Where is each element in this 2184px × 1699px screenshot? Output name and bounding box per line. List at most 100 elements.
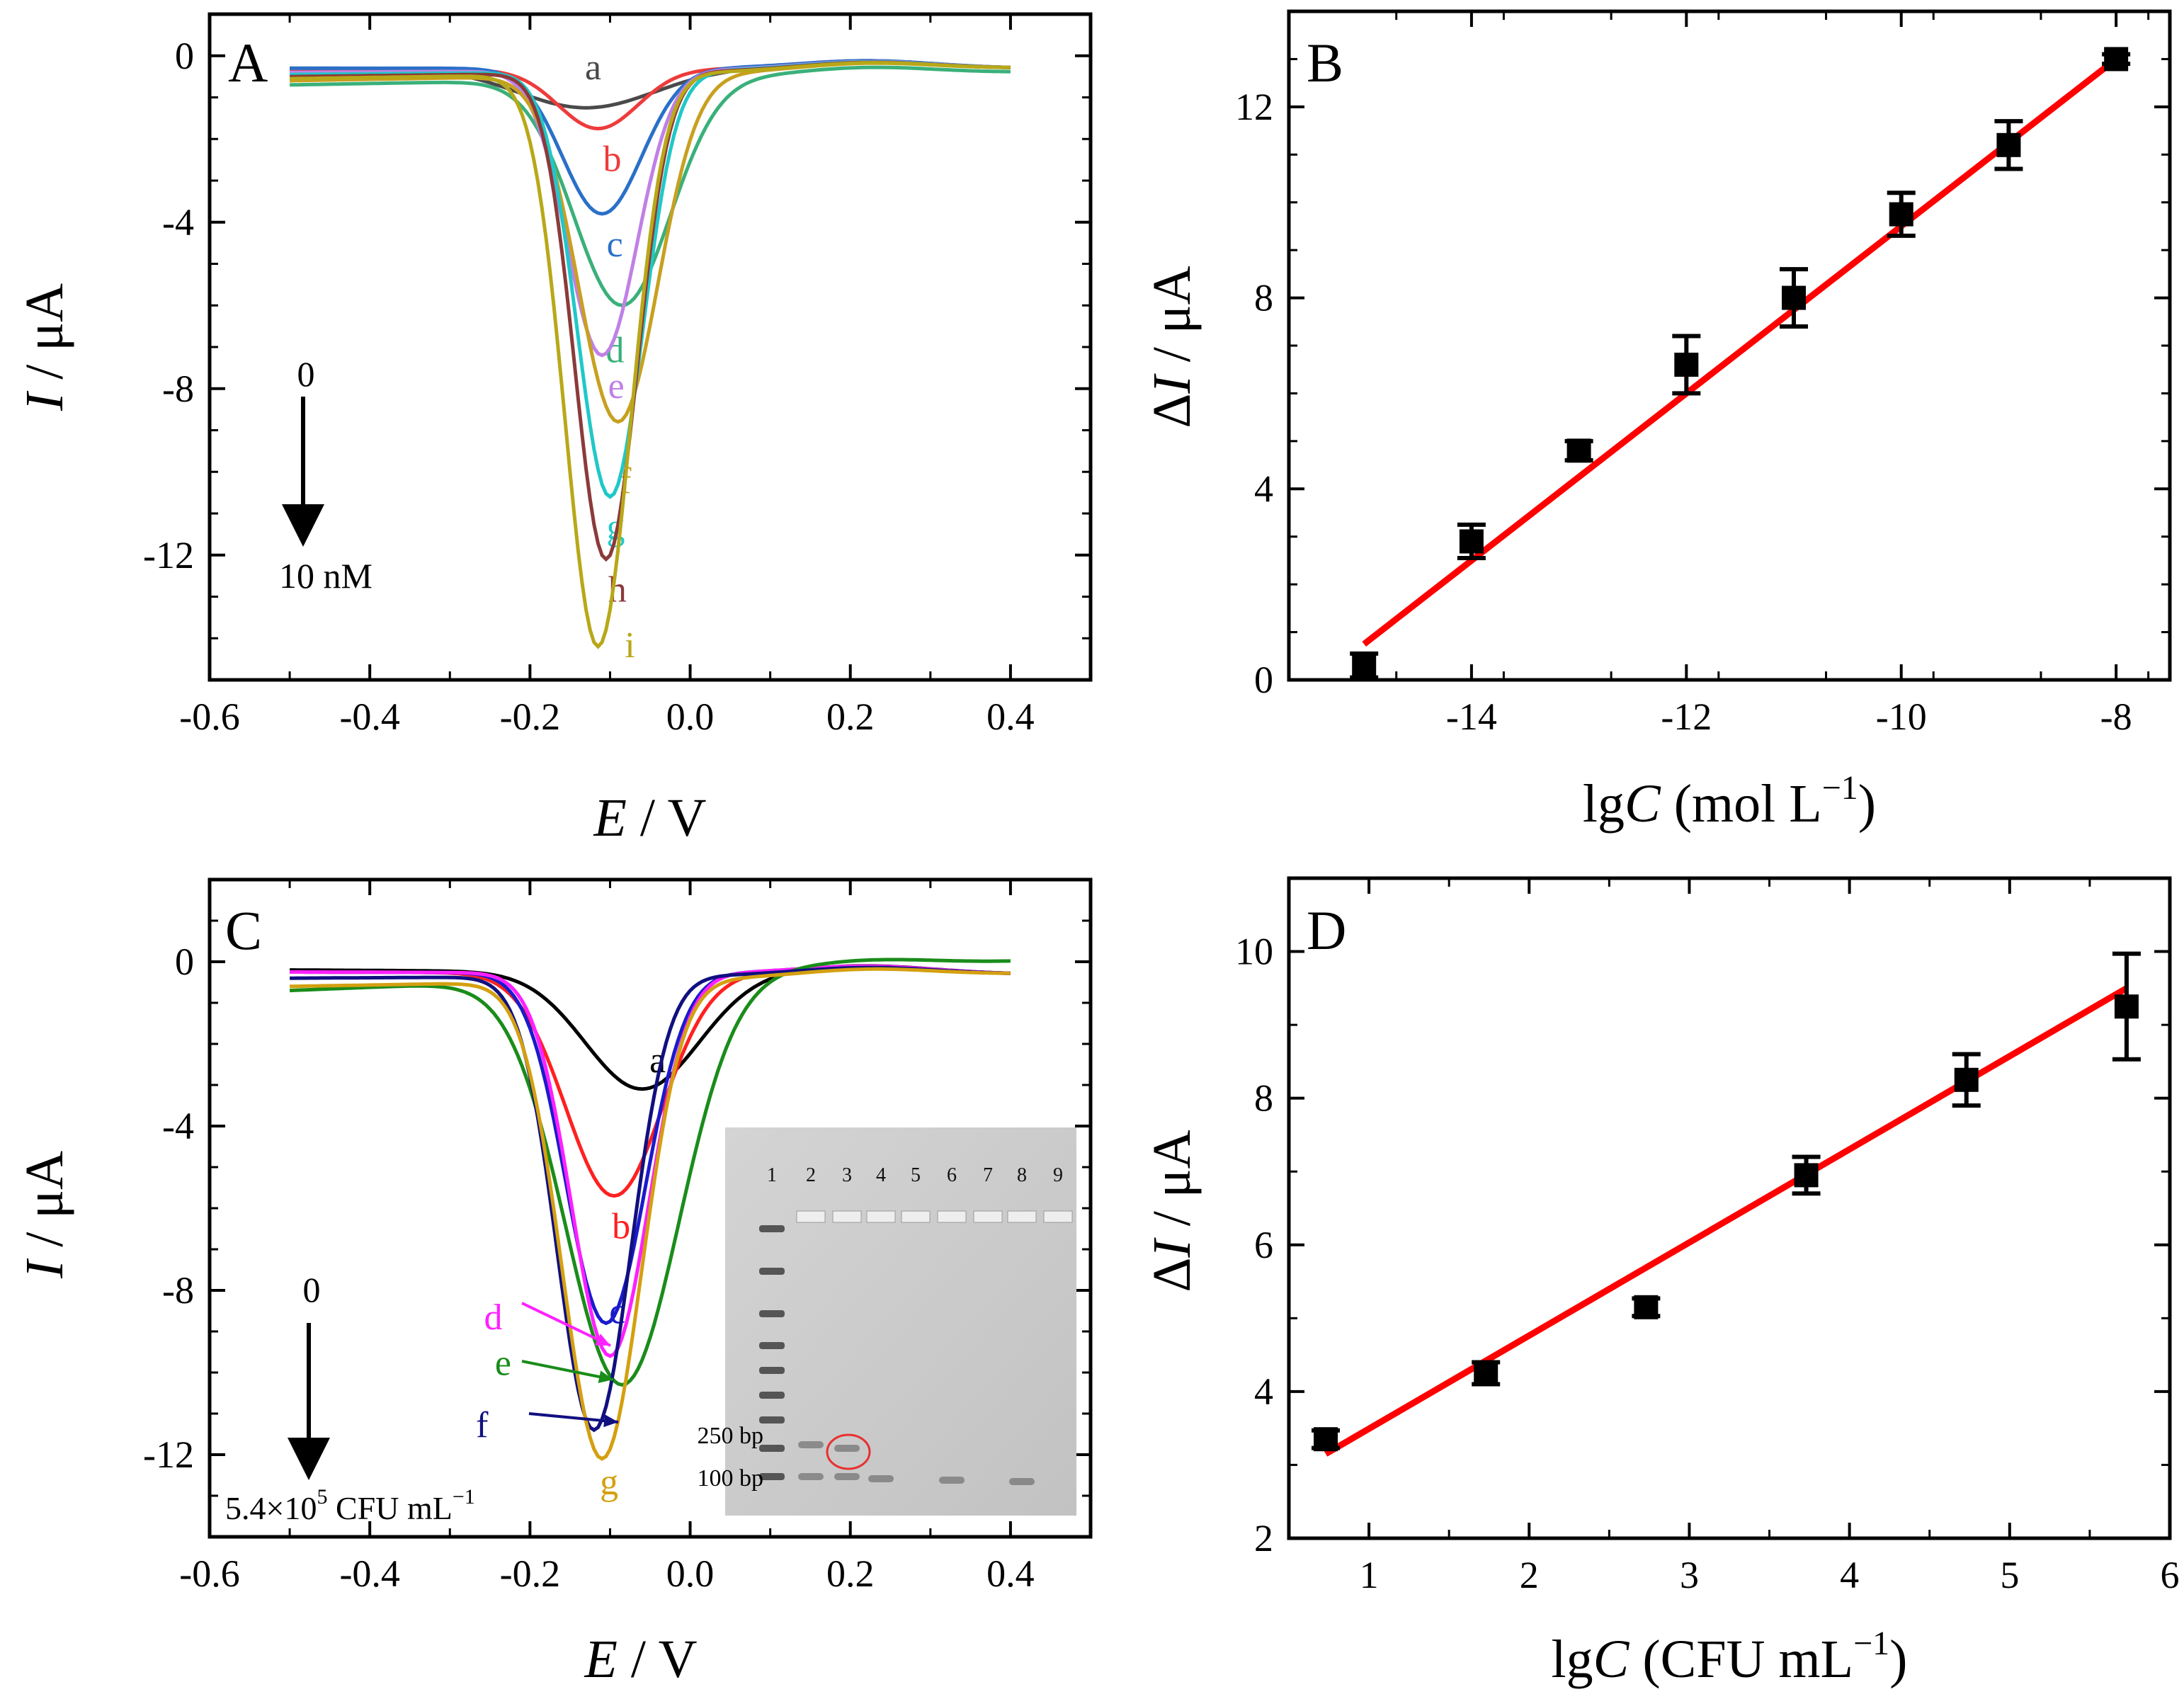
panel-b-marks [1350,47,2131,680]
panel-a-ylabel: I / μA [15,283,74,411]
panel-b-point [1459,529,1484,554]
gel-lane-label: 6 [947,1164,957,1186]
panel-c-leader-head-d [595,1334,610,1346]
panel-b-xtick-label: -10 [1876,695,1927,738]
panel-b-xlabel: lgC (mol L−1) [1583,769,1876,834]
panel-d-frame [1287,876,2172,1540]
panel-a-ytick-label: -8 [162,368,194,410]
panel-b-ytick-label: 4 [1254,467,1273,510]
gel-lane-label: 2 [806,1164,816,1186]
panel-d-ytick-label: 8 [1254,1077,1273,1120]
gel-band-label-100: 100 bp [698,1465,764,1491]
gel-sample-band [798,1473,824,1480]
panel-a-xtick-label: 0.0 [666,695,715,738]
panel-a-arrow-top-label: 0 [297,354,315,394]
panel-b-ytick-label: 12 [1235,86,1273,128]
panel-a-xtick-label: -0.2 [500,695,560,738]
gel-well [866,1210,896,1223]
gel-lane-label: 7 [983,1164,993,1186]
gel-lane-label: 1 [767,1164,777,1186]
gel-well [973,1210,1003,1223]
panel-d-point [2114,994,2139,1019]
panel-c-xtick-label: 0.0 [666,1552,715,1595]
panel-c-ytick-label: -8 [162,1269,194,1312]
panel-d-xtick-label: 1 [1360,1554,1379,1596]
panel-c-ytick-label: 0 [175,941,194,983]
panel-c-arrow-bottom-label: 5.4×105 CFU mL−1 [225,1485,475,1526]
panel-c-label: C [225,899,262,961]
gel-ladder-band [759,1342,785,1349]
panel-d-label: D [1307,899,1346,961]
panel-d-xlabel: lgC (CFU mL−1) [1552,1625,1908,1689]
panel-a-xtick-label: -0.6 [179,695,239,738]
panel-b-xtick-label: -8 [2100,695,2132,738]
panel-a-xtick-label: 0.4 [986,695,1035,738]
panel-a: -0.6 -0.4 -0.2 0.0 0.2 0.40-4-8-12 abcdefghi … [15,12,1093,848]
gel-sample-band [868,1475,894,1482]
gel-ladder-band [759,1445,785,1452]
panel-c-xtick-label: 0.2 [826,1552,875,1595]
panel-a-ticks: -0.6 -0.4 -0.2 0.0 0.2 0.4 0 -4 -8 -12 [143,13,1092,738]
gel-ladder-band [759,1473,785,1480]
panel-b-point [1674,352,1699,377]
panel-d-ylabel: ΔI / μA [1142,1130,1202,1292]
panel-d-xtick-label: 5 [2000,1554,2019,1596]
panel-b-point [1352,653,1377,678]
panel-d-ticks: 1 2 3 4 5 6 2 4 6 8 10 [1235,877,2180,1596]
gel-sample-band [939,1477,965,1484]
panel-d-point [1634,1295,1659,1319]
panel-a-curve-label-i: i [625,625,635,666]
panel-b-xtick-label: -14 [1446,695,1497,738]
panel-d-point [1954,1067,1979,1092]
panel-c-ticks: -0.6 -0.4 -0.2 0.0 0.2 0.4 0 -4 -8 -12 [143,878,1092,1595]
panel-c-xtick-label: 0.4 [986,1552,1035,1595]
panel-b-ytick-label: 0 [1254,659,1273,701]
gel-ladder-band [759,1310,785,1317]
panel-c-xlabel: E / V [584,1630,697,1689]
panel-b-ylabel: ΔI / μA [1142,266,1202,428]
panel-c-leader-head-e [598,1370,613,1383]
gel-well [901,1210,931,1223]
gel-well [796,1210,826,1223]
panel-c-arrow-top-label: 0 [303,1270,321,1309]
panel-a-arrow-bottom-label: 10 nM [279,556,372,596]
panel-b-ticks: -14 -12 -10 -8 0 4 8 12 [1235,10,2170,738]
panel-c-curve-label-a: a [649,1040,666,1081]
panel-d-ytick-label: 4 [1254,1370,1273,1413]
gel-lane-label: 4 [876,1164,886,1186]
gel-well [1007,1210,1037,1223]
panel-a-curve-g [290,60,1011,499]
gel-lane-label: 5 [911,1164,921,1186]
panel-c-leader-head-f [603,1414,618,1428]
panel-c-ytick-label: -4 [162,1105,194,1147]
panel-c-curve-label-b: b [612,1207,630,1247]
panel-c-leader-e [521,1360,614,1381]
panel-b-xtick-label: -12 [1661,695,1712,738]
panel-c-xtick-label: -0.6 [179,1552,239,1595]
panel-d-point [1314,1427,1338,1452]
gel-bp-label-area [661,1415,725,1516]
panel-c-curve-label-d: d [484,1297,502,1338]
gel-well [1043,1210,1073,1223]
panel-a-ytick-label: -12 [143,534,194,576]
panel-b-label: B [1307,32,1343,93]
panel-a-curve-e [290,59,1011,358]
panel-a-ytick-label: 0 [175,35,194,77]
gel-ladder-band [759,1416,785,1424]
panel-c-leader-d [521,1302,611,1347]
panel-a-xtick-label: 0.2 [826,695,875,738]
gel-ladder-band [759,1268,785,1275]
panel-d-point [1474,1361,1498,1385]
gel-well [832,1210,862,1223]
panel-a-curve-label-a: a [585,47,601,88]
panel-c-curve-label-g: g [600,1462,618,1503]
panel-b-frame [1287,9,2172,682]
panel-d-ytick-label: 2 [1254,1517,1273,1559]
gel-sample-band [834,1473,860,1480]
panel-c-ylabel: I / μA [15,1151,74,1279]
panel-d-ytick-label: 6 [1254,1224,1273,1266]
panel-d-xtick-label: 2 [1520,1554,1539,1596]
panel-d-fit-line [1324,985,2129,1457]
